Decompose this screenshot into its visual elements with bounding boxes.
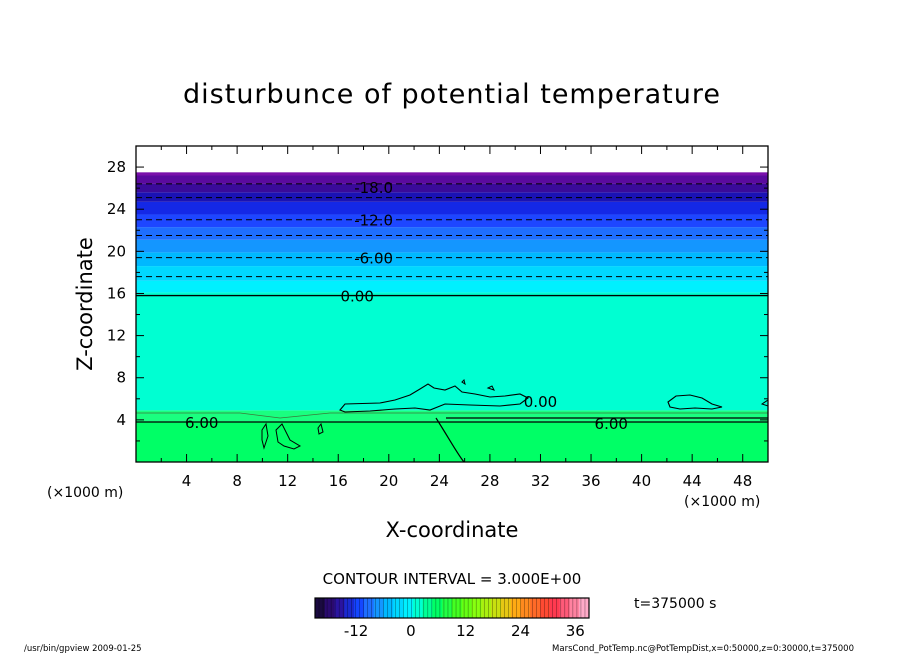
- colorbar-swatch-0: [315, 598, 326, 618]
- colorbar-swatch-10: [412, 598, 424, 618]
- x-tick-label: 48: [733, 472, 752, 490]
- contour-label-5: 6.00: [185, 414, 218, 432]
- plot-area: -18.0 -12.0 -6.00 0.00 0.00 6.00 6.00: [136, 172, 768, 462]
- x-tick-label: 4: [182, 472, 192, 490]
- contour-label-0: -18.0: [354, 179, 393, 197]
- band-12: [136, 175, 768, 184]
- colorbar-tick-label: -12: [344, 622, 369, 640]
- x-tick-label: 36: [581, 472, 600, 490]
- colorbar-swatch-19: [500, 598, 512, 618]
- color-bands: [136, 172, 768, 462]
- colorbar-tick-label: 24: [511, 622, 530, 640]
- colorbar-swatch-15: [461, 598, 472, 618]
- colorbar-swatch-14: [452, 598, 463, 618]
- x-tick-label: 8: [232, 472, 242, 490]
- colorbar-tick-label: 12: [456, 622, 475, 640]
- colorbar-swatch-5: [363, 598, 375, 618]
- contour-lines: [136, 183, 768, 423]
- y-tick-label: 24: [107, 200, 126, 218]
- contour-label-6: 6.00: [595, 415, 628, 433]
- y-tick-labels: 4 8 12 16 20 24 28: [107, 158, 126, 429]
- band-5: [136, 252, 768, 267]
- plot-frame: [135, 145, 769, 463]
- contour-0-island-right: [667, 394, 723, 410]
- colorbar-swatch-23: [540, 598, 551, 618]
- contour-6-upper-edge: [136, 412, 768, 419]
- x-unit-left: (×1000 m): [47, 485, 123, 501]
- time-label: t=375000 s: [634, 596, 716, 612]
- band-8: [136, 214, 768, 228]
- y-axis-label: Z-coordinate: [73, 237, 97, 371]
- band-4: [136, 266, 768, 281]
- colorbar-tick-label: 0: [406, 622, 416, 640]
- contour-label-2: -6.00: [354, 250, 393, 268]
- colorbar-swatch-24: [549, 598, 561, 618]
- colorbar-swatch-1: [324, 598, 335, 618]
- colorbar-swatch-9: [403, 598, 414, 618]
- contour-6-region-line: [435, 417, 768, 462]
- y-tick-label: 20: [107, 242, 126, 260]
- colorbar-swatch-12: [432, 598, 443, 618]
- band-10: [136, 192, 768, 202]
- x-tick-label: 44: [683, 472, 702, 490]
- contour-0-island: [339, 383, 530, 413]
- contour-features: [136, 379, 768, 462]
- colorbar-swatch-22: [530, 598, 541, 618]
- footer-left: /usr/bin/gpview 2009-01-25: [24, 644, 142, 654]
- x-tick-label: 12: [278, 472, 297, 490]
- colorbar-frame: [314, 597, 590, 619]
- footer-right: MarsCond_PotTemp.nc@PotTempDist,x=0:5000…: [552, 644, 854, 654]
- x-tick-labels: 4 8 12 16 20 24 28 32 36 40 44 48: [182, 472, 752, 490]
- colorbar-tick-labels: -12 0 12 24 36: [344, 622, 585, 640]
- band-13: [136, 172, 768, 176]
- colorbar-swatch-16: [471, 598, 482, 618]
- band-0: [136, 421, 768, 462]
- axis-ticks: [136, 146, 768, 462]
- colorbar-swatch-8: [393, 598, 404, 618]
- contour-label-1: -12.0: [354, 212, 393, 230]
- x-unit-right: (×1000 m): [684, 494, 760, 510]
- colorbar-swatch-26: [569, 598, 580, 618]
- band-11: [136, 183, 768, 193]
- x-tick-label: 24: [430, 472, 449, 490]
- band-7: [136, 227, 768, 240]
- colorbar: [315, 598, 590, 618]
- colorbar-swatch-3: [344, 598, 355, 618]
- contour-label-3: 0.00: [340, 288, 373, 306]
- band-3: [136, 280, 768, 293]
- colorbar-swatch-20: [510, 598, 521, 618]
- contour-small-cells: [261, 379, 768, 450]
- x-tick-label: 20: [379, 472, 398, 490]
- colorbar-swatch-6: [373, 598, 384, 618]
- chart-title: disturbunce of potential temperature: [183, 79, 721, 110]
- colorbar-swatch-27: [579, 598, 590, 618]
- x-axis-label: X-coordinate: [386, 518, 519, 542]
- band-2: [136, 292, 768, 411]
- y-tick-label: 4: [116, 411, 126, 429]
- colorbar-swatch-13: [442, 598, 453, 618]
- colorbar-swatch-17: [481, 598, 492, 618]
- y-tick-label: 8: [116, 369, 126, 387]
- band-6: [136, 239, 768, 253]
- contour-interval: CONTOUR INTERVAL = 3.000E+00: [323, 570, 582, 588]
- band-9: [136, 201, 768, 215]
- colorbar-swatch-7: [383, 598, 394, 618]
- x-tick-label: 40: [632, 472, 651, 490]
- band-1: [136, 410, 768, 422]
- x-tick-label: 16: [329, 472, 348, 490]
- x-tick-label: 28: [480, 472, 499, 490]
- y-tick-label: 28: [107, 158, 126, 176]
- colorbar-swatch-21: [520, 598, 531, 618]
- y-tick-label: 16: [107, 284, 126, 302]
- contour-label-4: 0.00: [524, 393, 557, 411]
- x-tick-label: 32: [531, 472, 550, 490]
- contour-labels: -18.0 -12.0 -6.00 0.00 0.00 6.00 6.00: [185, 179, 628, 433]
- colorbar-swatch-2: [334, 598, 345, 618]
- y-tick-label: 12: [107, 327, 126, 345]
- colorbar-tick-label: 36: [566, 622, 585, 640]
